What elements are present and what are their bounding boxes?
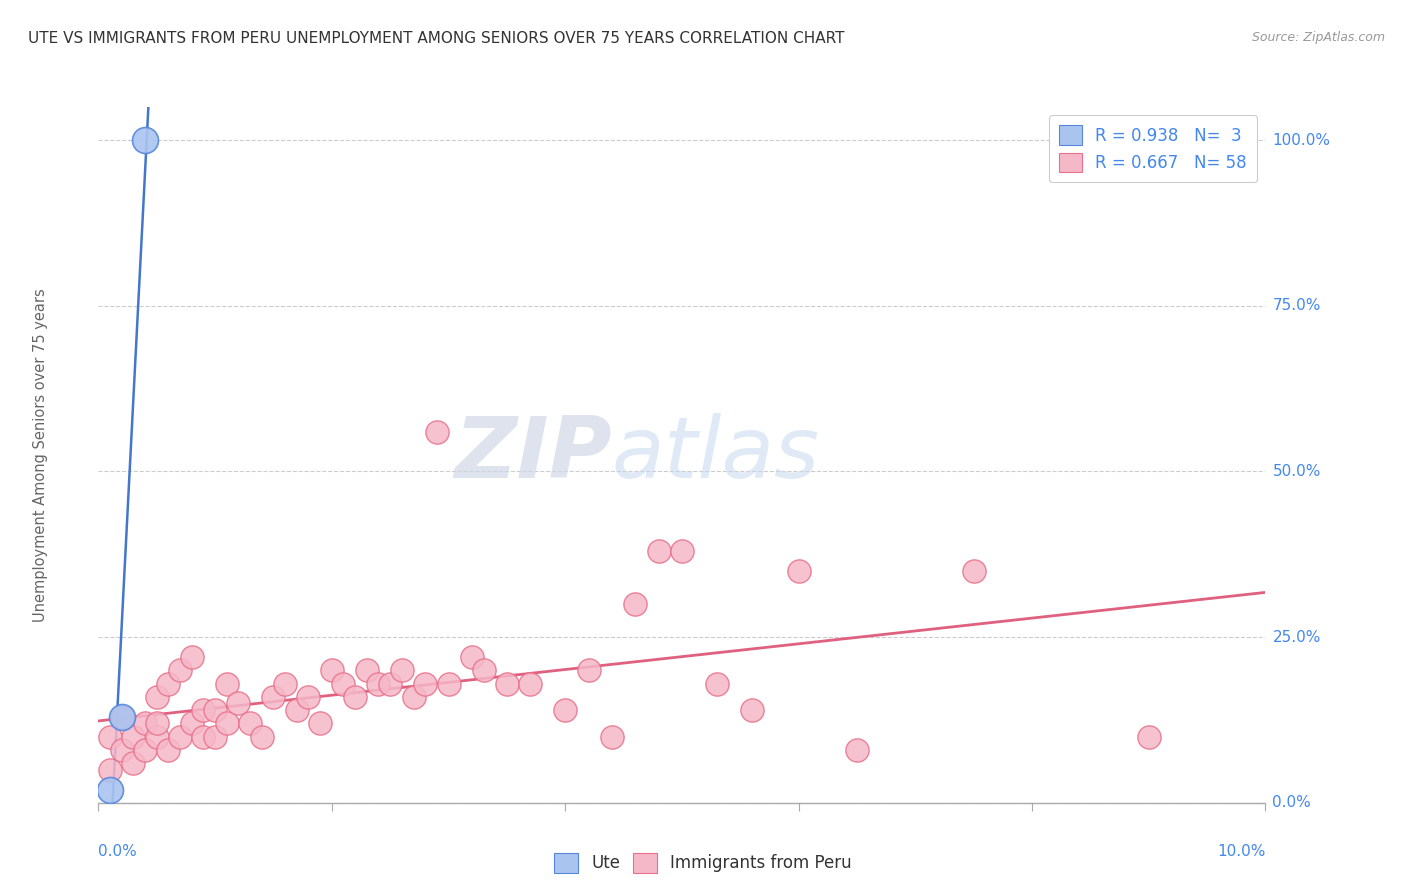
Point: [578, 663, 600, 677]
Legend: R = 0.938   N=  3, R = 0.667   N= 58: R = 0.938 N= 3, R = 0.667 N= 58: [1049, 115, 1257, 182]
Point: [309, 716, 332, 731]
Point: [169, 663, 191, 677]
Point: [472, 663, 495, 677]
Text: Unemployment Among Seniors over 75 years: Unemployment Among Seniors over 75 years: [32, 288, 48, 622]
Point: [426, 425, 449, 439]
Point: [846, 743, 869, 757]
Point: [624, 597, 647, 611]
Point: [356, 663, 378, 677]
Point: [741, 703, 763, 717]
Point: [98, 730, 121, 744]
Point: [402, 690, 425, 704]
Text: UTE VS IMMIGRANTS FROM PERU UNEMPLOYMENT AMONG SENIORS OVER 75 YEARS CORRELATION: UTE VS IMMIGRANTS FROM PERU UNEMPLOYMENT…: [28, 31, 845, 46]
Point: [706, 676, 728, 690]
Point: [671, 544, 693, 558]
Point: [180, 650, 202, 665]
Point: [204, 703, 226, 717]
Point: [413, 676, 436, 690]
Point: [274, 676, 297, 690]
Point: [332, 676, 354, 690]
Point: [134, 133, 156, 147]
Text: Source: ZipAtlas.com: Source: ZipAtlas.com: [1251, 31, 1385, 45]
Point: [262, 690, 284, 704]
Text: 50.0%: 50.0%: [1272, 464, 1320, 479]
Point: [962, 564, 984, 578]
Text: 0.0%: 0.0%: [1272, 796, 1312, 810]
Point: [239, 716, 262, 731]
Point: [146, 730, 169, 744]
Point: [228, 697, 250, 711]
Point: [157, 743, 180, 757]
Text: 25.0%: 25.0%: [1272, 630, 1320, 645]
Point: [344, 690, 367, 704]
Text: atlas: atlas: [612, 413, 820, 497]
Point: [134, 716, 156, 731]
Point: [391, 663, 413, 677]
Point: [111, 743, 134, 757]
Point: [215, 676, 238, 690]
Point: [215, 716, 238, 731]
Point: [437, 676, 460, 690]
Point: [647, 544, 669, 558]
Point: [554, 703, 576, 717]
Point: [146, 690, 169, 704]
Point: [1137, 730, 1160, 744]
Point: [193, 730, 215, 744]
Point: [122, 730, 145, 744]
Point: [111, 709, 134, 723]
Text: ZIP: ZIP: [454, 413, 612, 497]
Point: [98, 763, 121, 777]
Point: [367, 676, 389, 690]
Legend: Ute, Immigrants from Peru: Ute, Immigrants from Peru: [548, 847, 858, 880]
Point: [122, 756, 145, 770]
Point: [321, 663, 343, 677]
Point: [787, 564, 810, 578]
Point: [297, 690, 319, 704]
Point: [111, 709, 134, 723]
Text: 0.0%: 0.0%: [98, 845, 138, 859]
Text: 10.0%: 10.0%: [1218, 845, 1265, 859]
Point: [204, 730, 226, 744]
Point: [461, 650, 484, 665]
Point: [157, 676, 180, 690]
Point: [169, 730, 191, 744]
Point: [519, 676, 541, 690]
Point: [250, 730, 273, 744]
Point: [180, 716, 202, 731]
Text: 100.0%: 100.0%: [1272, 133, 1330, 148]
Point: [146, 716, 169, 731]
Point: [380, 676, 402, 690]
Point: [600, 730, 623, 744]
Point: [285, 703, 308, 717]
Point: [193, 703, 215, 717]
Text: 75.0%: 75.0%: [1272, 298, 1320, 313]
Point: [134, 743, 156, 757]
Point: [496, 676, 519, 690]
Point: [98, 782, 121, 797]
